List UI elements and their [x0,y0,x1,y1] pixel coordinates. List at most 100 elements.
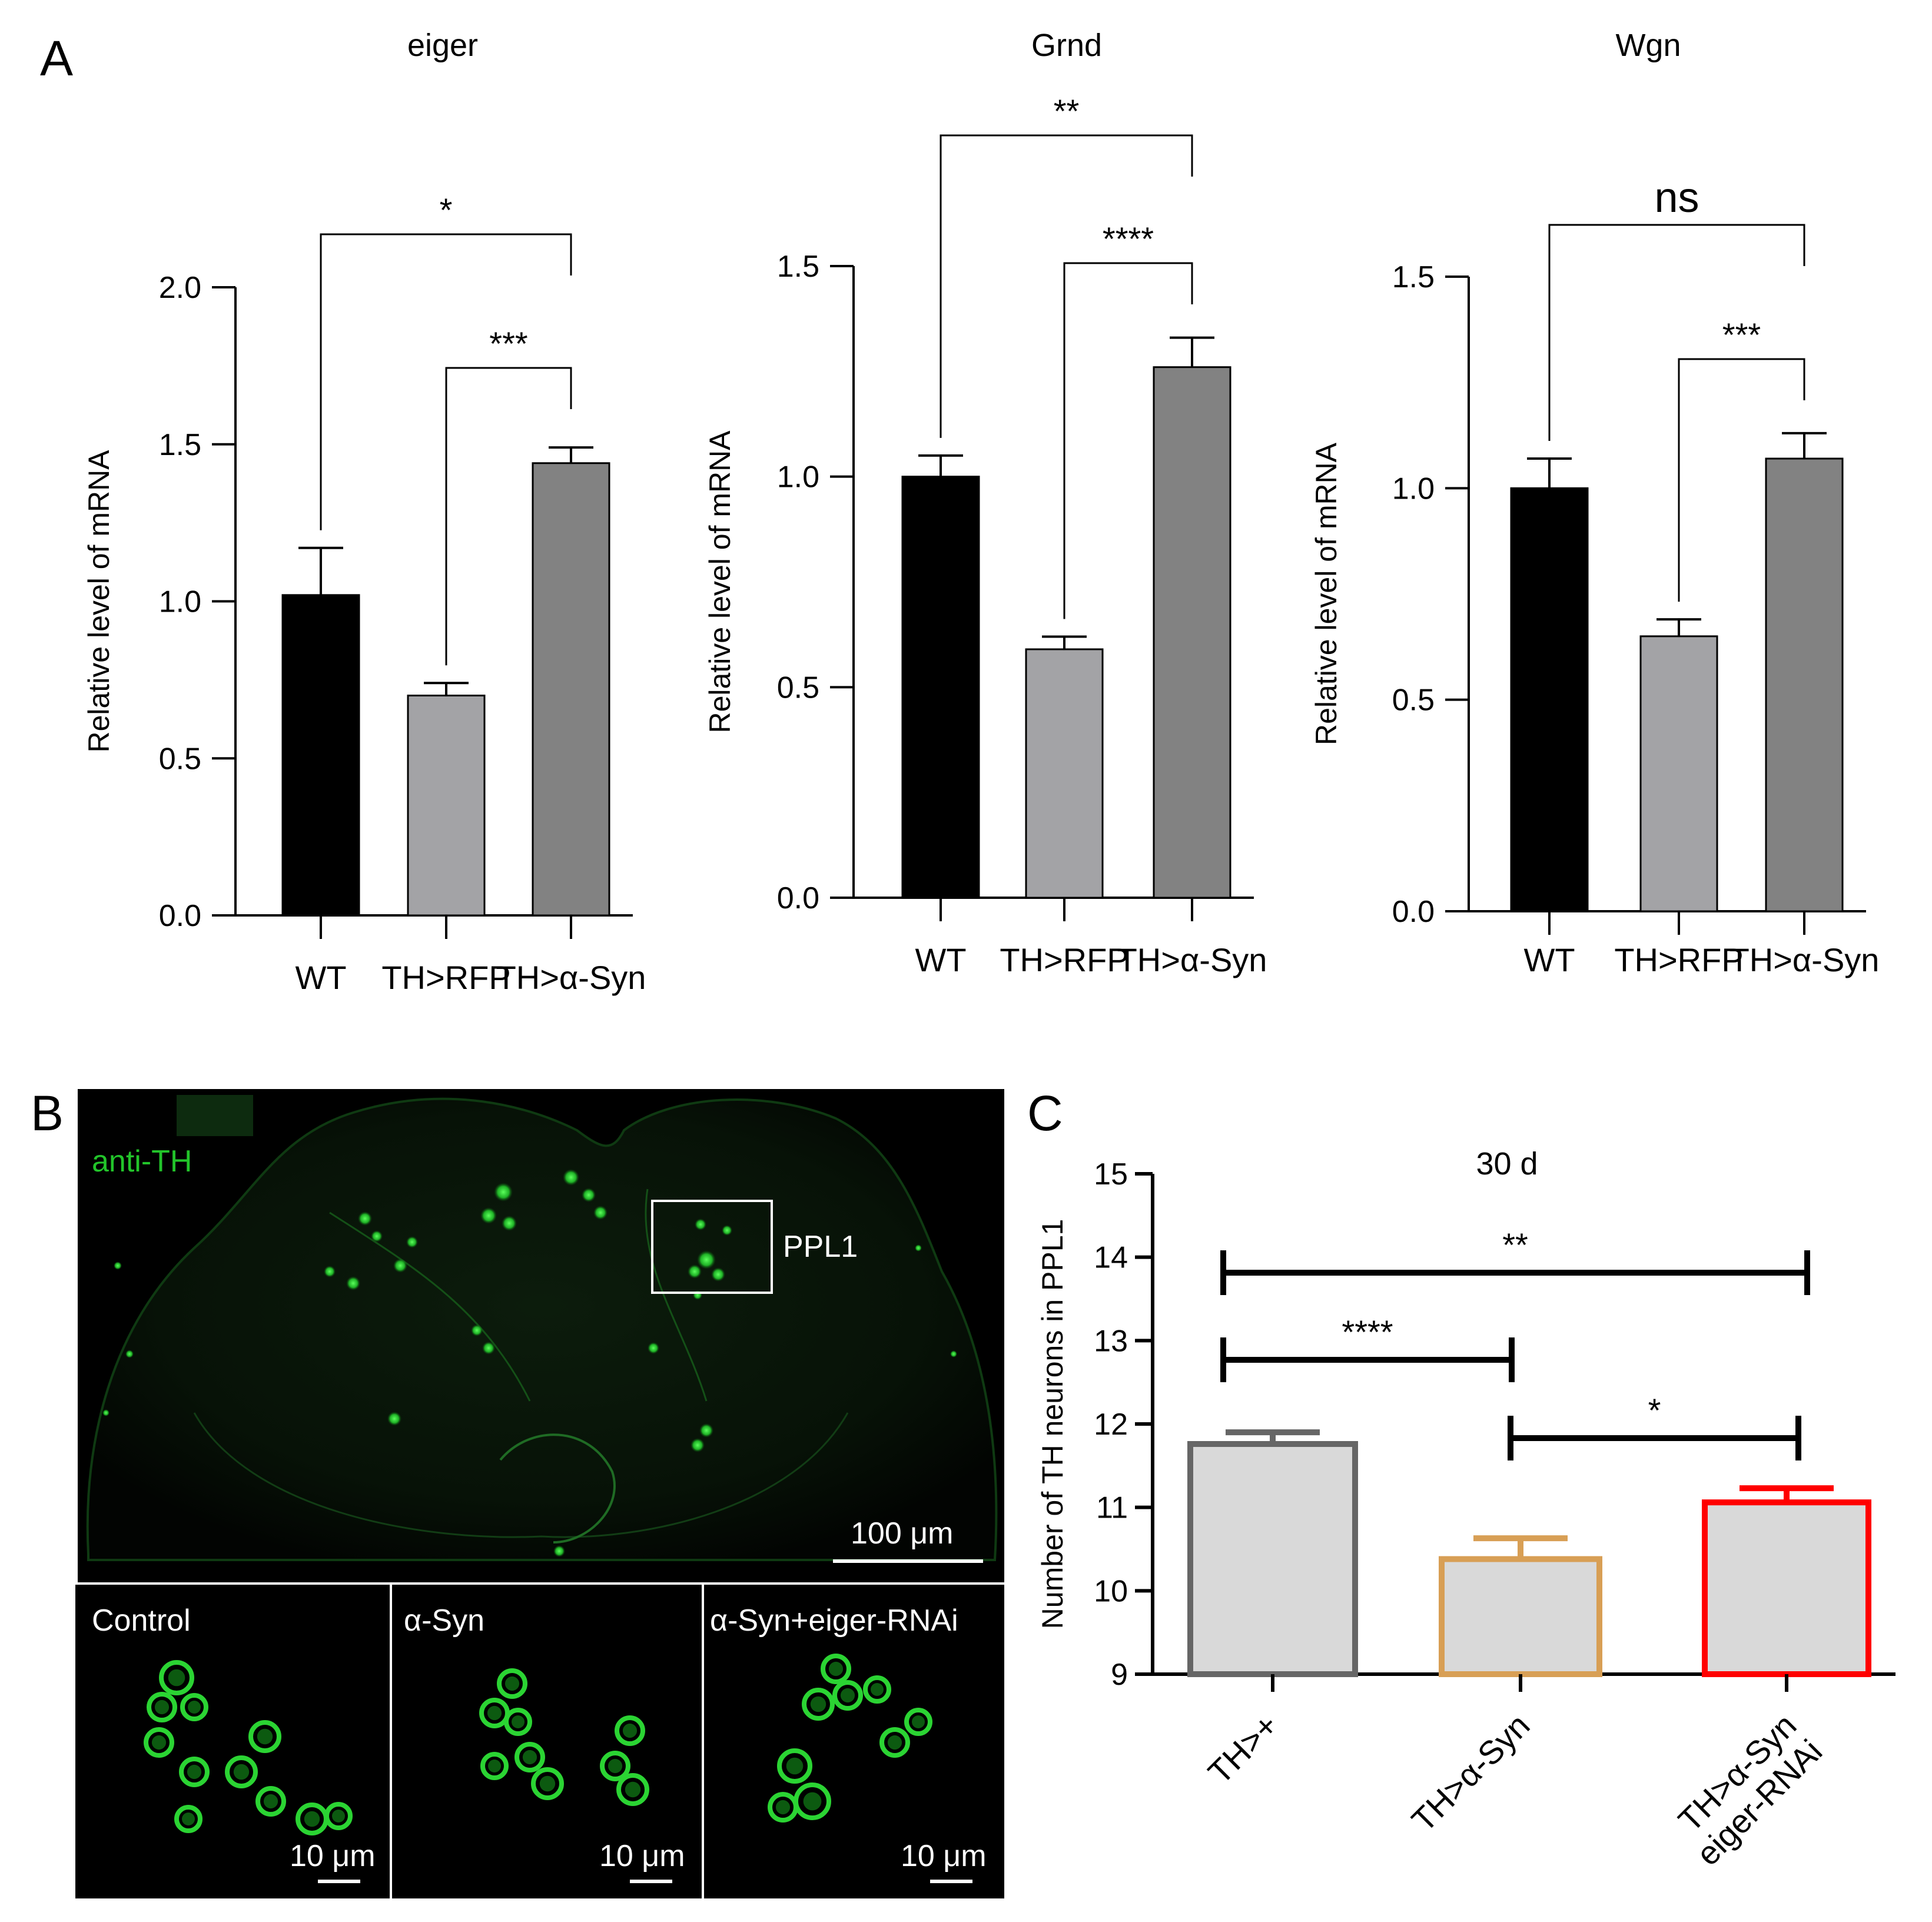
panel-letter-c: C [1027,1086,1063,1141]
significance-label: ns [1654,174,1699,221]
neuron-cell [600,1751,630,1781]
neuron-cell [863,1675,891,1704]
neuron-nucleus [512,1715,525,1728]
category-label: TH>+ [1201,1707,1286,1791]
neuron-nucleus [608,1758,623,1774]
neuron-cell [648,1342,659,1354]
neuron-cell [553,1545,565,1557]
chart-wgn: Wgn Relative level of mRNA 0.0 0.5 1.0 1.5 WT T… [1310,28,1879,978]
y-tick-label: 12 [1094,1408,1128,1442]
neuron-cell [832,1680,863,1711]
neuron-nucleus [488,1760,501,1772]
neuron-clusters [102,1169,957,1557]
neuron-nucleus [168,1669,185,1687]
neuron-cell [125,1350,134,1358]
neuron-cell [387,1412,401,1426]
neuron-nucleus [828,1661,844,1677]
neuron-cell [371,1230,383,1242]
neuron-cell [482,1342,495,1355]
neuron-cell [688,1264,702,1279]
neuron-nucleus [188,1701,201,1714]
neuron-cell [531,1767,564,1800]
neuron-nucleus [622,1723,638,1738]
sub-label-asyn: α-Syn [404,1604,484,1638]
significance-bracket [1678,358,1805,602]
neuron-cell [179,1757,210,1787]
bar [532,462,610,917]
bar [901,476,980,899]
neuron-cell [225,1755,258,1788]
neuron-nucleus [803,1792,822,1811]
category-label: TH>α-Syneiger-RNAi [1663,1707,1829,1873]
y-tick-label: 1.5 [777,250,819,284]
neuron-cell [180,1693,208,1721]
category-label: WT [1523,941,1575,978]
y-tick-label: 1.5 [1392,260,1435,294]
category-label-line: TH>α-Syn [1405,1707,1537,1839]
neuron-cell [358,1211,372,1226]
y-tick-label: 0.5 [777,670,819,705]
bar [1510,487,1589,912]
chart-th-neurons: 30 d Number of TH neurons in PPL1 9 10 11 12 1… [1036,1146,1896,1873]
y-tick-label: 1.0 [777,460,819,494]
significance-label: *** [489,325,527,362]
chart-title: 30 d [1476,1146,1538,1181]
significance-label: **** [1342,1313,1393,1350]
neuron-cell [695,1219,706,1230]
category-label: TH>RFP [1000,941,1128,978]
neuron-cell [102,1409,109,1416]
neuron-cell [324,1802,353,1830]
main-scale-label: 100 μm [851,1516,953,1551]
neuron-cell [114,1262,122,1270]
neuron-cell [802,1688,835,1721]
category-label: TH>α-Syn [496,959,646,996]
neuron-cell [480,1207,497,1224]
bar [1439,1556,1602,1677]
category-label: TH>α-Syn [1405,1707,1537,1839]
category-label: WT [295,959,346,996]
ppl1-label: PPL1 [783,1230,858,1264]
y-tick-label: 10 [1094,1574,1128,1608]
neuron-cell [471,1325,483,1336]
bar [1153,366,1231,899]
y-axis-label: Number of TH neurons in PPL1 [1036,1219,1069,1629]
neuron-cell [691,1438,705,1452]
significance-bracket [940,134,1193,438]
category-label: TH>RFP [381,959,510,996]
confocal-sub-images: Control α-Syn α-Syn+eiger-RNAi 10 μm 10 … [75,1582,1004,1898]
sub-scale-label-1: 10 μm [290,1839,376,1873]
y-tick-label: 0.0 [1392,895,1435,929]
sub-label-asyn-eiger: α-Syn+eiger-RNAi [710,1604,958,1638]
neuron-cell [393,1259,407,1273]
category-label: WT [915,941,966,978]
y-tick-label: 15 [1094,1157,1128,1191]
y-tick-label: 1.0 [159,585,201,619]
neuron-cell [582,1188,596,1202]
neuron-cell [777,1748,812,1784]
y-tick-label: 14 [1094,1241,1128,1275]
neuron-cell [504,1708,532,1736]
y-tick-label: 9 [1111,1658,1128,1692]
y-tick-label: 0.5 [159,742,201,776]
neuron-nucleus [154,1699,170,1715]
significance-label: ** [1054,92,1080,130]
neuron-nucleus [257,1728,273,1745]
y-tick-label: 0.0 [777,881,819,915]
y-axis-label: Relative level of mRNA [703,430,736,733]
neuron-nucleus [487,1705,502,1721]
bar [281,594,360,917]
neuron-cell [563,1169,579,1186]
neuron-nucleus [871,1683,884,1696]
y-tick-label: 0.5 [1392,683,1435,718]
confocal-main-image: PPL1 anti-TH 100 μm [78,1089,1004,1584]
chart-title: Wgn [1615,28,1681,63]
neuron-cell [711,1267,725,1282]
neuron-cell [174,1805,203,1833]
neuron-cell [616,1773,649,1806]
neuron-nucleus [151,1735,167,1750]
category-label-line: TH>+ [1201,1707,1286,1791]
y-tick-label: 0.0 [159,899,201,933]
neuron-nucleus [539,1775,556,1792]
neuron-cell [346,1276,360,1290]
